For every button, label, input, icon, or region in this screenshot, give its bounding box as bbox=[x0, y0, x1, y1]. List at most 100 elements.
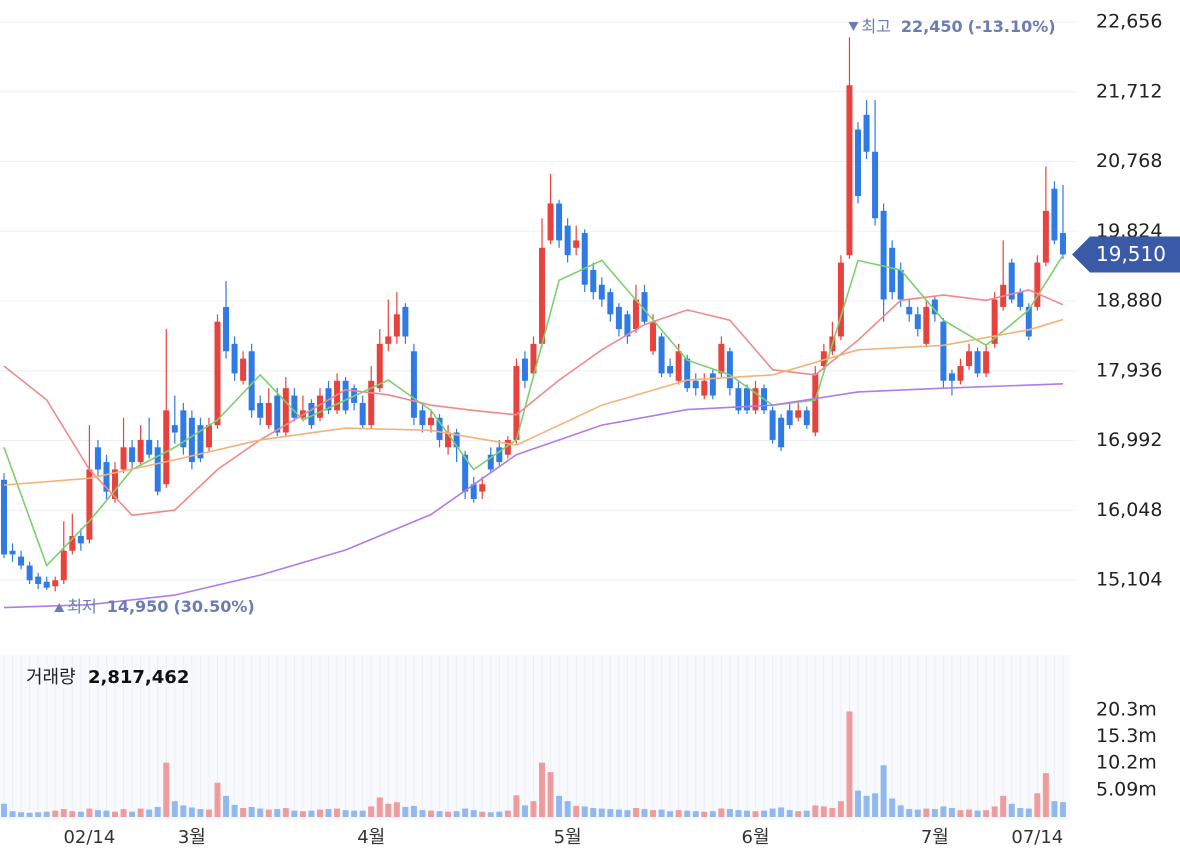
volume-bar bbox=[855, 790, 861, 817]
volume-bar bbox=[880, 765, 887, 817]
volume-bar bbox=[60, 809, 67, 817]
annotation-marker bbox=[54, 603, 65, 612]
volume-bar bbox=[257, 808, 264, 817]
volume-tick-label: 20.3m bbox=[1096, 698, 1157, 720]
moving-average bbox=[3, 254, 1064, 567]
x-tick-label: 3월 bbox=[178, 827, 206, 848]
volume-bar bbox=[265, 809, 272, 817]
volume-bar bbox=[1017, 808, 1024, 817]
volume-bar bbox=[701, 811, 708, 817]
candle-body bbox=[248, 351, 255, 411]
candle-body bbox=[1042, 210, 1049, 263]
candle-body bbox=[872, 151, 879, 219]
volume-bar bbox=[966, 809, 973, 817]
volume-bar bbox=[521, 805, 528, 817]
candle-body bbox=[410, 351, 417, 418]
volume-bar bbox=[632, 808, 639, 817]
volume-bar bbox=[615, 809, 622, 817]
y-tick-label: 17,936 bbox=[1096, 359, 1162, 381]
volume-bar bbox=[837, 801, 844, 817]
x-tick-label: 4월 bbox=[357, 827, 385, 848]
candle-body bbox=[1, 479, 7, 555]
volume-bar bbox=[931, 809, 938, 817]
candle-body bbox=[957, 366, 964, 381]
volume-bar bbox=[675, 810, 682, 817]
candle-body bbox=[650, 321, 657, 352]
candle-body bbox=[77, 535, 84, 544]
candle-body bbox=[581, 233, 588, 285]
volume-bar bbox=[52, 810, 59, 817]
volume-bar bbox=[26, 812, 33, 817]
volume-bar bbox=[223, 795, 230, 817]
volume-bar bbox=[9, 811, 16, 817]
volume-tick-label: 10.2m bbox=[1096, 752, 1157, 774]
candle-body bbox=[470, 484, 477, 500]
candle-body bbox=[274, 395, 281, 433]
candle-body bbox=[393, 314, 400, 337]
volume-bar bbox=[573, 805, 580, 817]
volume-bar bbox=[154, 806, 161, 817]
candle-body bbox=[513, 366, 520, 440]
volume-bar bbox=[299, 811, 306, 817]
volume-bar bbox=[248, 806, 255, 817]
volume-bar bbox=[803, 810, 810, 817]
volume-bar bbox=[863, 795, 870, 817]
y-tick-label: 20,768 bbox=[1096, 150, 1162, 172]
volume-bar bbox=[752, 811, 759, 817]
annotation-change: (-13.10%) bbox=[968, 17, 1056, 36]
candle-body bbox=[385, 336, 392, 344]
volume-bar bbox=[812, 805, 819, 817]
candle-body bbox=[223, 306, 230, 352]
volume-bar bbox=[35, 812, 42, 817]
candle-body bbox=[197, 425, 204, 459]
volume-bar bbox=[69, 811, 76, 817]
volume-bar bbox=[1051, 801, 1058, 817]
x-tick-label: 6월 bbox=[742, 827, 770, 848]
volume-bar bbox=[368, 806, 375, 817]
x-tick-label: 7월 bbox=[921, 827, 949, 848]
candle-body bbox=[966, 351, 973, 367]
candle-body bbox=[146, 439, 153, 455]
candle-body bbox=[658, 336, 665, 374]
volume-bar bbox=[692, 811, 699, 817]
volume-bar bbox=[1059, 802, 1066, 817]
volume-bar bbox=[897, 805, 904, 817]
annotation-label: 최고 bbox=[861, 17, 890, 36]
volume-bar bbox=[923, 808, 930, 817]
volume-bar bbox=[163, 762, 170, 817]
candle-body bbox=[820, 351, 827, 367]
candle-body bbox=[43, 581, 50, 588]
volume-bar bbox=[889, 798, 896, 817]
candle-body bbox=[897, 269, 904, 300]
candle-body bbox=[632, 299, 639, 330]
price-tag bbox=[1072, 236, 1180, 273]
candle-body bbox=[94, 447, 101, 470]
candle-body bbox=[291, 395, 298, 418]
candle-body bbox=[564, 225, 571, 256]
volume-bar bbox=[906, 809, 913, 817]
moving-average bbox=[3, 383, 1064, 609]
volume-bar bbox=[957, 810, 964, 817]
candle-body bbox=[86, 469, 93, 540]
y-tick-label: 19,824 bbox=[1096, 220, 1162, 242]
candle-body bbox=[35, 576, 42, 584]
candle-body bbox=[342, 380, 349, 411]
volume-bar bbox=[718, 808, 725, 817]
x-tick-label: 02/14 bbox=[63, 827, 115, 848]
volume-bar bbox=[1025, 808, 1032, 817]
candle-body bbox=[257, 402, 264, 418]
candle-body bbox=[701, 380, 708, 396]
volume-bar bbox=[641, 809, 648, 817]
candle-body bbox=[359, 402, 366, 426]
candle-body bbox=[112, 469, 119, 500]
volume-tick-label: 15.3m bbox=[1096, 725, 1157, 747]
candle-body bbox=[69, 535, 76, 551]
candle-body bbox=[308, 402, 315, 426]
candle-body bbox=[1008, 262, 1015, 300]
candle-body bbox=[462, 454, 469, 492]
volume-bar bbox=[470, 810, 477, 817]
volume-bar bbox=[359, 810, 366, 817]
annotation-marker bbox=[848, 22, 859, 31]
volume-bar bbox=[120, 809, 127, 817]
y-tick-label: 16,992 bbox=[1096, 429, 1162, 451]
